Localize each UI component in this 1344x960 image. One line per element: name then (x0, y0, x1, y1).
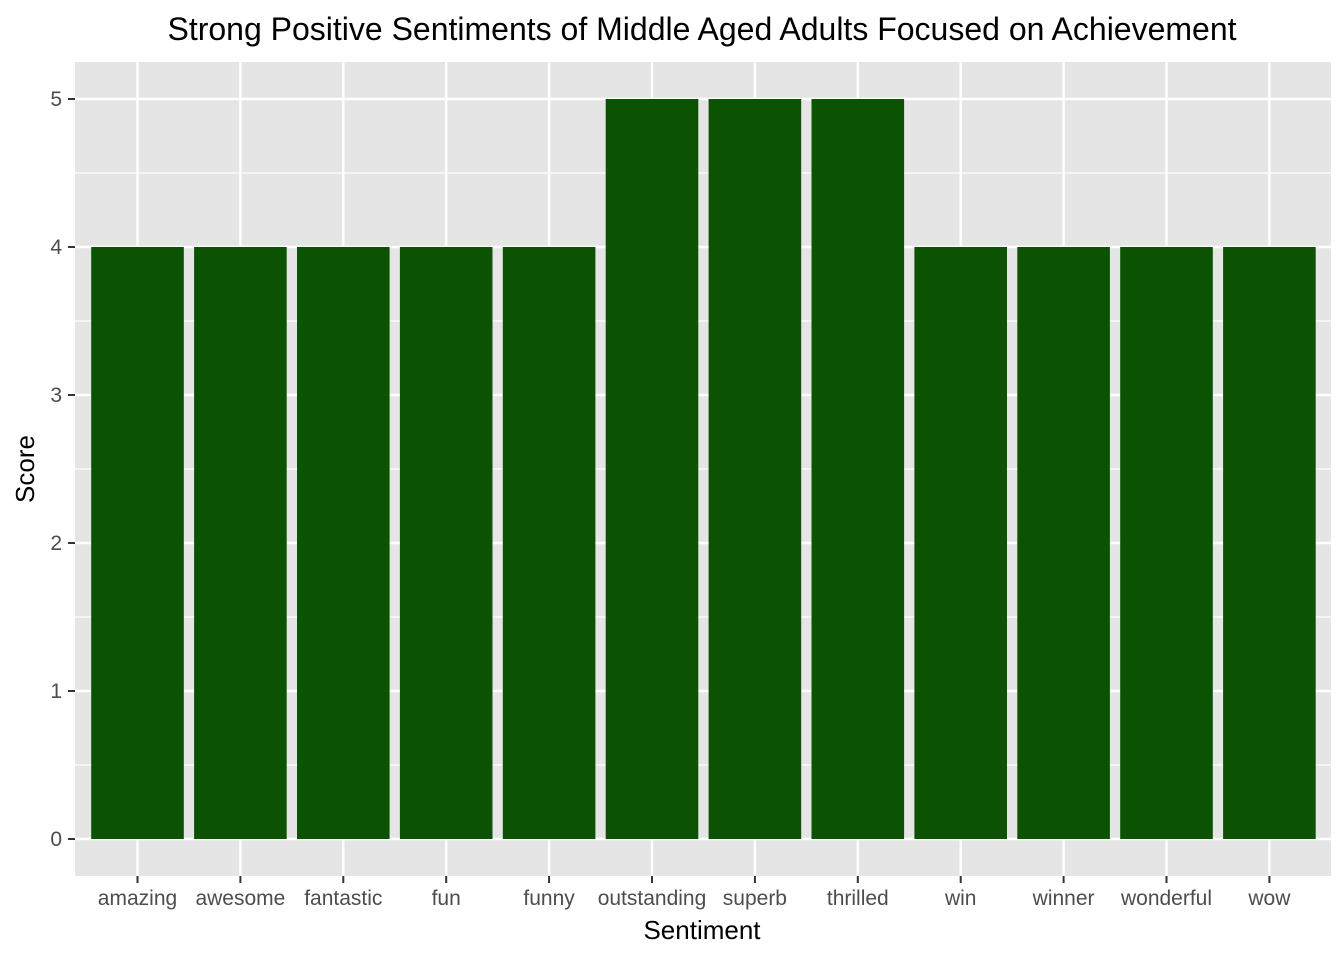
bar-fantastic (297, 247, 390, 839)
y-tick-label: 1 (50, 680, 62, 703)
y-tick-label: 0 (50, 828, 62, 851)
bar-amazing (91, 247, 184, 839)
bars (91, 99, 1316, 839)
x-tick-label: superb (723, 887, 787, 910)
x-tick-label: funny (523, 887, 575, 910)
x-tick-label: fantastic (304, 887, 382, 910)
bar-awesome (194, 247, 287, 839)
x-axis-title: Sentiment (643, 915, 761, 945)
x-axis: amazing awesome fantastic fun funny outstandi… (98, 876, 1291, 910)
x-tick-label: awesome (195, 887, 285, 910)
bar-funny (502, 247, 596, 839)
y-tick-label: 5 (50, 88, 62, 111)
y-tick-label: 4 (50, 236, 62, 259)
x-tick-label: outstanding (598, 887, 707, 910)
x-tick-label: fun (432, 887, 461, 910)
bar-thrilled (811, 99, 905, 839)
y-tick-label: 2 (50, 532, 62, 555)
bar-wonderful (1120, 247, 1213, 839)
x-tick-label: win (944, 887, 977, 910)
bar-superb (708, 99, 802, 839)
y-axis: 0 1 2 3 4 5 (50, 88, 75, 851)
x-tick-label: wow (1247, 887, 1291, 910)
x-tick-label: winner (1032, 887, 1095, 910)
bar-winner (1017, 247, 1110, 839)
y-axis-title: Score (10, 435, 40, 503)
bar-wow (1223, 247, 1316, 839)
y-tick-label: 3 (50, 384, 62, 407)
x-tick-label: wonderful (1120, 887, 1212, 910)
x-tick-label: amazing (98, 887, 177, 910)
bar-win (914, 247, 1007, 839)
x-tick-label: thrilled (827, 887, 889, 910)
bar-fun (399, 247, 493, 839)
bar-outstanding (605, 99, 699, 839)
chart-title: Strong Positive Sentiments of Middle Age… (167, 11, 1236, 47)
